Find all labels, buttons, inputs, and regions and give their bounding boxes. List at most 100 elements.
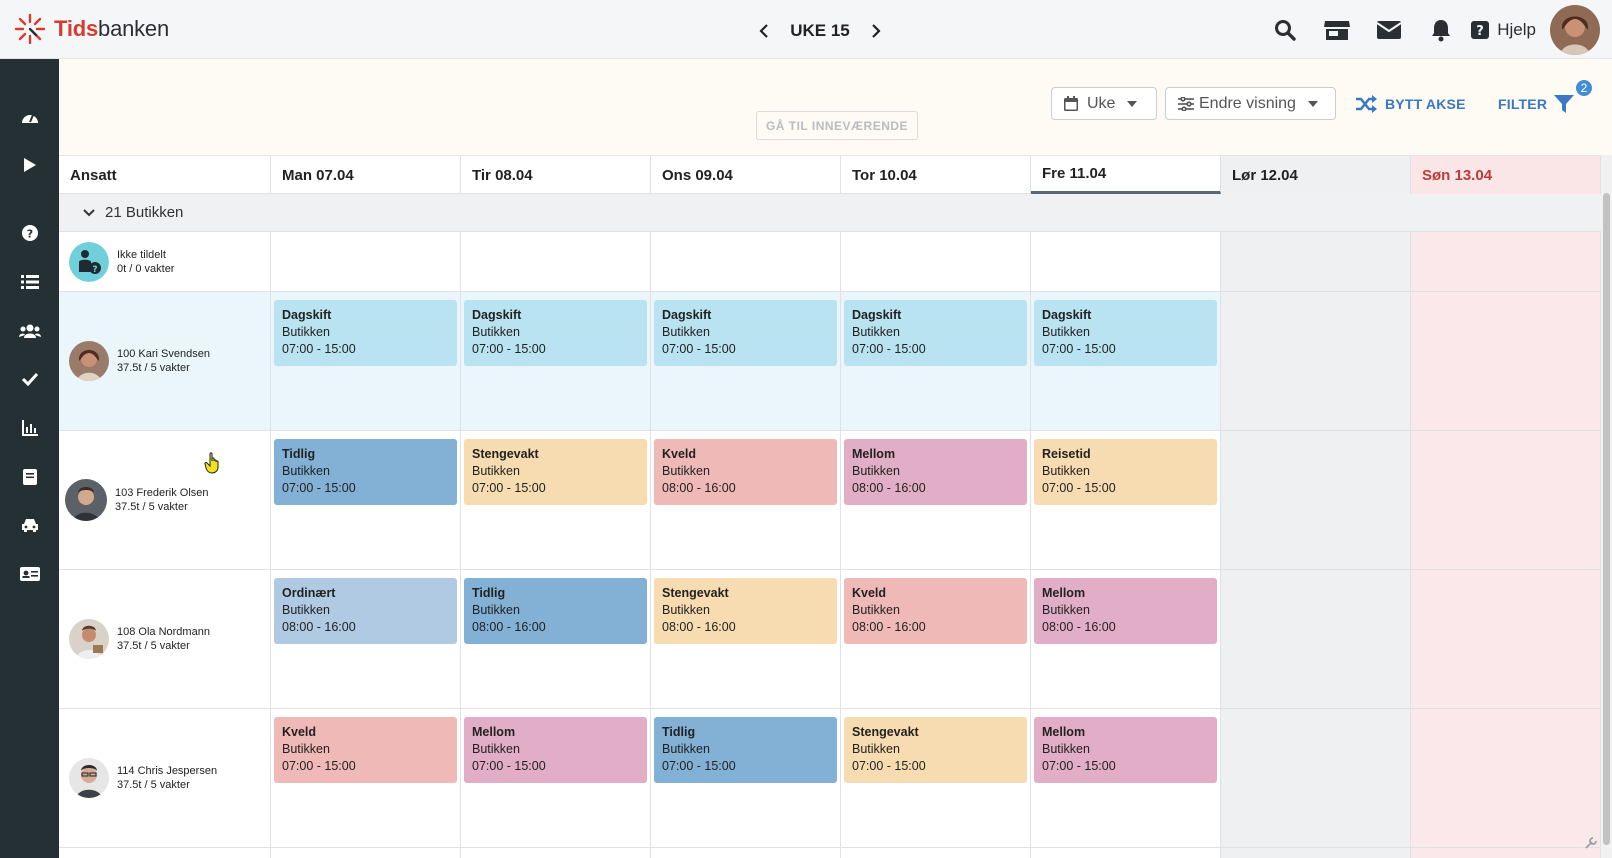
day-cell[interactable]: Kveld Butikken 08:00 - 16:00 xyxy=(841,570,1031,708)
period-select[interactable]: Uke xyxy=(1051,87,1157,120)
day-cell[interactable]: Kveld Butikken 08:00 - 16:00 xyxy=(651,431,841,569)
search-icon[interactable] xyxy=(1259,0,1311,59)
day-header-tue[interactable]: Tir 08.04 xyxy=(461,156,651,194)
day-cell[interactable]: Dagskift Butikken 07:00 - 15:00 xyxy=(651,292,841,430)
shift-card[interactable]: Mellom Butikken 08:00 - 16:00 xyxy=(844,439,1027,505)
day-cell[interactable]: Tidlig Butikken 08:00 - 16:00 xyxy=(461,570,651,708)
day-cell[interactable] xyxy=(1221,292,1411,430)
shift-card[interactable]: Dagskift Butikken 07:00 - 15:00 xyxy=(654,300,837,366)
day-cell[interactable]: Reisetid Butikken 07:00 - 15:00 xyxy=(1031,431,1221,569)
shift-card[interactable]: Tidlig Butikken 07:00 - 15:00 xyxy=(654,717,837,783)
day-header-sat[interactable]: Lør 12.04 xyxy=(1221,156,1411,194)
day-cell[interactable] xyxy=(271,848,461,858)
day-cell[interactable] xyxy=(1031,232,1221,291)
day-cell[interactable] xyxy=(1411,848,1601,858)
day-cell[interactable] xyxy=(841,848,1031,858)
user-avatar[interactable] xyxy=(1550,4,1600,55)
employee-cell[interactable]: 100 Kari Svendsen 37.5t / 5 vakter xyxy=(59,292,271,430)
sidebar-item-employee-card[interactable] xyxy=(0,554,59,594)
change-view-select[interactable]: Endre visning xyxy=(1165,87,1336,120)
day-cell[interactable]: Mellom Butikken 07:00 - 15:00 xyxy=(1031,709,1221,847)
vertical-scrollbar[interactable] xyxy=(1601,155,1612,858)
day-cell[interactable] xyxy=(461,848,651,858)
day-cell[interactable] xyxy=(1031,848,1221,858)
help-button[interactable]: ? Hjelp xyxy=(1471,20,1536,40)
sidebar-item-users[interactable] xyxy=(0,311,59,351)
day-cell[interactable] xyxy=(1221,232,1411,291)
employee-cell[interactable]: 114 Chris Jespersen 37.5t / 5 vakter xyxy=(59,709,271,847)
day-cell[interactable]: Kveld Butikken 07:00 - 15:00 xyxy=(271,709,461,847)
day-cell[interactable]: Dagskift Butikken 07:00 - 15:00 xyxy=(461,292,651,430)
bell-icon[interactable] xyxy=(1415,0,1467,59)
day-cell[interactable] xyxy=(1221,570,1411,708)
day-cell[interactable]: Stengevakt Butikken 07:00 - 15:00 xyxy=(461,431,651,569)
day-header-fri[interactable]: Fre 11.04 xyxy=(1031,156,1221,194)
mail-icon[interactable] xyxy=(1363,0,1415,59)
day-cell[interactable] xyxy=(1411,292,1601,430)
shift-card[interactable]: Mellom Butikken 07:00 - 15:00 xyxy=(1034,717,1217,783)
day-cell[interactable]: Ordinært Butikken 08:00 - 16:00 xyxy=(271,570,461,708)
goto-current-week-button[interactable]: GÅ TIL INNEVÆRENDE xyxy=(756,111,918,140)
day-cell[interactable] xyxy=(1221,709,1411,847)
app-logo[interactable]: Tidsbanken xyxy=(14,13,169,45)
sidebar-item-help[interactable]: ? xyxy=(0,213,59,253)
employee-cell[interactable]: 103 Frederik Olsen 37.5t / 5 vakter xyxy=(59,431,271,569)
next-week-button[interactable] xyxy=(858,18,894,44)
day-header-mon[interactable]: Man 07.04 xyxy=(271,156,461,194)
day-cell[interactable] xyxy=(1221,848,1411,858)
wrench-icon[interactable] xyxy=(1580,832,1602,854)
store-icon[interactable] xyxy=(1311,0,1363,59)
day-cell[interactable] xyxy=(1411,431,1601,569)
sidebar-item-reports[interactable] xyxy=(0,408,59,448)
day-cell[interactable]: Tidlig Butikken 07:00 - 15:00 xyxy=(271,431,461,569)
swap-axis-button[interactable]: BYTT AKSE xyxy=(1355,87,1466,120)
chevron-down-icon[interactable] xyxy=(79,203,99,223)
day-cell[interactable]: Dagskift Butikken 07:00 - 15:00 xyxy=(1031,292,1221,430)
day-cell[interactable] xyxy=(461,232,651,291)
sidebar-item-play[interactable] xyxy=(0,145,59,185)
shift-card[interactable]: Dagskift Butikken 07:00 - 15:00 xyxy=(464,300,647,366)
day-cell[interactable] xyxy=(1411,709,1601,847)
day-cell[interactable] xyxy=(1411,570,1601,708)
shift-card[interactable]: Kveld Butikken 08:00 - 16:00 xyxy=(654,439,837,505)
sidebar-item-documents[interactable] xyxy=(0,457,59,497)
shift-card[interactable]: Stengevakt Butikken 08:00 - 16:00 xyxy=(654,578,837,644)
shift-card[interactable]: Ordinært Butikken 08:00 - 16:00 xyxy=(274,578,457,644)
shift-card[interactable]: Reisetid Butikken 07:00 - 15:00 xyxy=(1034,439,1217,505)
day-cell[interactable] xyxy=(841,232,1031,291)
day-cell[interactable]: Tidlig Butikken 07:00 - 15:00 xyxy=(651,709,841,847)
day-cell[interactable]: Mellom Butikken 07:00 - 15:00 xyxy=(461,709,651,847)
shift-card[interactable]: Dagskift Butikken 07:00 - 15:00 xyxy=(1034,300,1217,366)
shift-card[interactable]: Dagskift Butikken 07:00 - 15:00 xyxy=(274,300,457,366)
shift-card[interactable]: Stengevakt Butikken 07:00 - 15:00 xyxy=(464,439,647,505)
employee-cell[interactable]: ? Ikke tildelt 0t / 0 vakter xyxy=(59,232,271,291)
day-cell[interactable] xyxy=(1411,232,1601,291)
day-cell[interactable]: Dagskift Butikken 07:00 - 15:00 xyxy=(841,292,1031,430)
day-header-wed[interactable]: Ons 09.04 xyxy=(651,156,841,194)
scrollbar-thumb[interactable] xyxy=(1603,193,1610,845)
day-cell[interactable] xyxy=(651,848,841,858)
group-row[interactable]: 21 Butikken xyxy=(59,194,1601,232)
filter-button[interactable]: FILTER xyxy=(1498,87,1575,120)
day-cell[interactable] xyxy=(1221,431,1411,569)
day-header-sun[interactable]: Søn 13.04 xyxy=(1411,156,1601,194)
prev-week-button[interactable] xyxy=(746,18,782,44)
day-cell[interactable] xyxy=(651,232,841,291)
day-cell[interactable]: Stengevakt Butikken 07:00 - 15:00 xyxy=(841,709,1031,847)
shift-card[interactable]: Mellom Butikken 08:00 - 16:00 xyxy=(1034,578,1217,644)
sidebar-item-travel[interactable] xyxy=(0,505,59,545)
day-cell[interactable]: Mellom Butikken 08:00 - 16:00 xyxy=(841,431,1031,569)
sidebar-item-list[interactable] xyxy=(0,262,59,302)
shift-card[interactable]: Mellom Butikken 07:00 - 15:00 xyxy=(464,717,647,783)
day-cell[interactable]: Mellom Butikken 08:00 - 16:00 xyxy=(1031,570,1221,708)
employee-cell[interactable] xyxy=(59,848,271,858)
shift-card[interactable]: Dagskift Butikken 07:00 - 15:00 xyxy=(844,300,1027,366)
day-cell[interactable]: Dagskift Butikken 07:00 - 15:00 xyxy=(271,292,461,430)
employee-cell[interactable]: 108 Ola Nordmann 37.5t / 5 vakter xyxy=(59,570,271,708)
sidebar-item-approve[interactable] xyxy=(0,359,59,399)
shift-card[interactable]: Kveld Butikken 07:00 - 15:00 xyxy=(274,717,457,783)
shift-card[interactable]: Tidlig Butikken 08:00 - 16:00 xyxy=(464,578,647,644)
shift-card[interactable]: Stengevakt Butikken 07:00 - 15:00 xyxy=(844,717,1027,783)
shift-card[interactable]: Tidlig Butikken 07:00 - 15:00 xyxy=(274,439,457,505)
sidebar-item-dashboard[interactable] xyxy=(0,97,59,137)
